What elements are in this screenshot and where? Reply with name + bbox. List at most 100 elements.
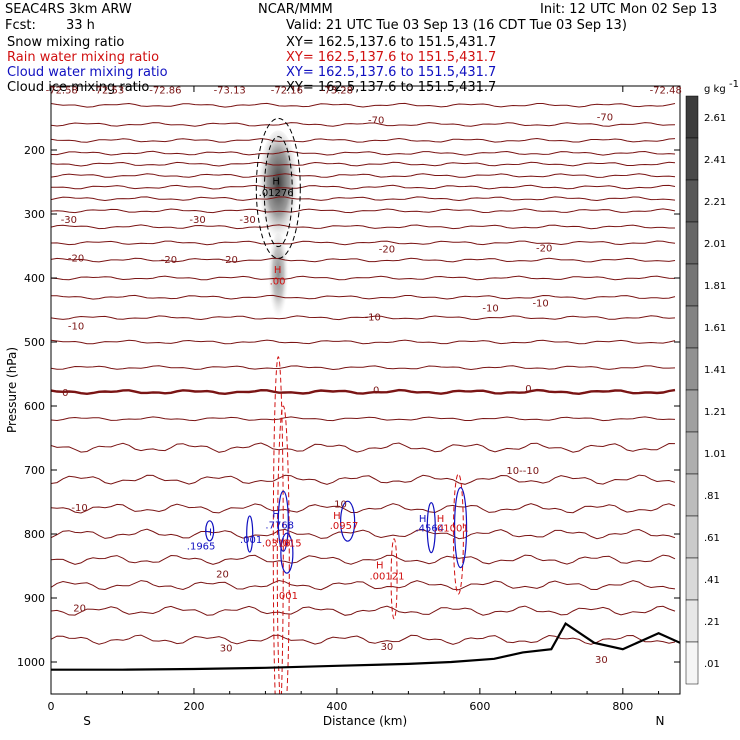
x-tick-label: 0 <box>48 700 55 713</box>
top-temperature-label: -73.28 <box>321 86 353 97</box>
isotherm-line <box>51 257 676 263</box>
isotherm-line <box>51 503 676 514</box>
colorbar-label: .61 <box>704 533 720 544</box>
valid-time: Valid: 21 UTC Tue 03 Sep 13 (16 CDT Tue … <box>286 18 627 33</box>
field-rain-xy: XY= 162.5,137.6 to 151.5,431.7 <box>286 50 497 65</box>
y-tick-label: 1000 <box>17 656 45 669</box>
maximum-label: H <box>272 177 280 188</box>
isotherm-line <box>51 161 676 167</box>
isotherm-line <box>51 150 676 156</box>
forecast-label: Fcst: <box>5 18 36 33</box>
colorbar-swatch <box>685 389 699 433</box>
cloud-ice-contour <box>255 117 301 259</box>
isotherm-label: -30 <box>189 215 205 226</box>
isotherm-label: -10 <box>68 321 84 332</box>
maximum-label: .4564 <box>416 524 445 535</box>
isotherm-label: -10 <box>482 303 498 314</box>
isotherm-label: -20 <box>68 254 84 265</box>
cloud-water-contour <box>280 532 294 574</box>
maximum-label: .01001 <box>434 524 469 535</box>
y-tick-label: 700 <box>24 464 45 477</box>
colorbar-swatch <box>685 641 699 685</box>
maximum-label: .00 <box>270 277 286 288</box>
colorbar-label: 1.01 <box>704 449 726 460</box>
field-rain: Rain water mixing ratio <box>7 50 160 65</box>
maximum-label: H <box>376 561 384 572</box>
isotherm-line <box>51 554 676 565</box>
south-label: S <box>83 714 91 728</box>
colorbar-swatch <box>685 95 699 139</box>
rain-contour <box>276 405 290 694</box>
isotherm-line <box>51 634 676 645</box>
maximum-label: H <box>204 527 212 538</box>
colorbar-label: 1.21 <box>704 407 726 418</box>
colorbar-swatch <box>685 179 699 223</box>
colorbar-swatch <box>685 221 699 265</box>
colorbar-swatch <box>685 431 699 475</box>
colorbar-swatch <box>685 557 699 601</box>
cloud-water-contour <box>453 486 468 569</box>
isotherm-label: 0 <box>525 384 531 395</box>
maximum-label: H <box>437 514 445 525</box>
field-snow: Snow mixing ratio <box>7 35 125 50</box>
isotherm-line <box>51 579 676 591</box>
field-cloud-water-xy: XY= 162.5,137.6 to 151.5,431.7 <box>286 65 497 80</box>
x-tick-label: 600 <box>469 700 490 713</box>
isotherm-label: 10--10 <box>506 466 539 477</box>
maximum-label: .00121 <box>369 572 404 583</box>
isotherm-label: 30 <box>381 642 394 653</box>
isotherm-line <box>51 528 676 540</box>
maximum-label: .001 <box>240 535 262 546</box>
colorbar-unit: g kg <box>704 84 726 95</box>
colorbar-swatch <box>685 263 699 307</box>
isotherm-line <box>51 605 676 616</box>
isotherm-label: 0 <box>62 388 68 399</box>
isotherm-line <box>51 224 675 230</box>
top-temperature-label: -72.53 <box>92 86 124 97</box>
maximum-label: H <box>419 514 427 525</box>
maximum-label: .1965 <box>187 542 216 553</box>
field-cloud-water: Cloud water mixing ratio <box>7 65 168 80</box>
maximum-label: .0957 <box>330 521 359 532</box>
isotherm-line <box>51 196 676 202</box>
isotherm-label: -10 <box>364 312 380 323</box>
rain-contour <box>390 538 398 620</box>
top-temperature-label: -73.13 <box>214 86 246 97</box>
forecast-value: 33 h <box>66 18 95 33</box>
isotherm-label: -20 <box>536 243 552 254</box>
isotherm-line <box>51 240 676 246</box>
maximum-label: H <box>272 510 280 521</box>
y-tick-label: 500 <box>24 336 45 349</box>
colorbar-label: 2.41 <box>704 155 726 166</box>
y-tick-label: 600 <box>24 400 45 413</box>
center-title: NCAR/MMM <box>258 2 333 17</box>
maximum-label: .015 <box>279 538 301 549</box>
isotherm-label: 30 <box>595 655 608 666</box>
colorbar-label: 1.61 <box>704 323 726 334</box>
top-temperature-label: -72.86 <box>149 86 181 97</box>
rain-contour <box>272 356 284 694</box>
terrain-surface <box>51 622 680 671</box>
isotherm-label: 30 <box>220 643 233 654</box>
colorbar-label: 1.81 <box>704 281 726 292</box>
model-title: SEAC4RS 3km ARW <box>5 2 132 17</box>
isotherm-line <box>51 474 676 485</box>
maximum-label: .7768 <box>265 520 294 531</box>
y-axis-title: Pressure (hPa) <box>5 347 19 433</box>
cloud-water-contour <box>205 520 215 542</box>
isotherm-line <box>51 275 676 281</box>
colorbar-label: 2.21 <box>704 197 726 208</box>
isotherm-label: -30 <box>239 215 255 226</box>
y-tick-label: 200 <box>24 144 45 157</box>
isotherm-line <box>51 315 676 321</box>
top-temperature-label: -72.58 <box>46 86 78 97</box>
isotherm-label: -20 <box>222 255 238 266</box>
x-tick-label: 200 <box>183 700 204 713</box>
isotherm-line <box>51 173 676 178</box>
snow-shading-tail <box>268 233 289 323</box>
isotherm-line <box>51 365 676 371</box>
isotherm-label: -30 <box>61 215 77 226</box>
colorbar-swatch <box>685 347 699 391</box>
colorbar-swatch <box>685 599 699 643</box>
